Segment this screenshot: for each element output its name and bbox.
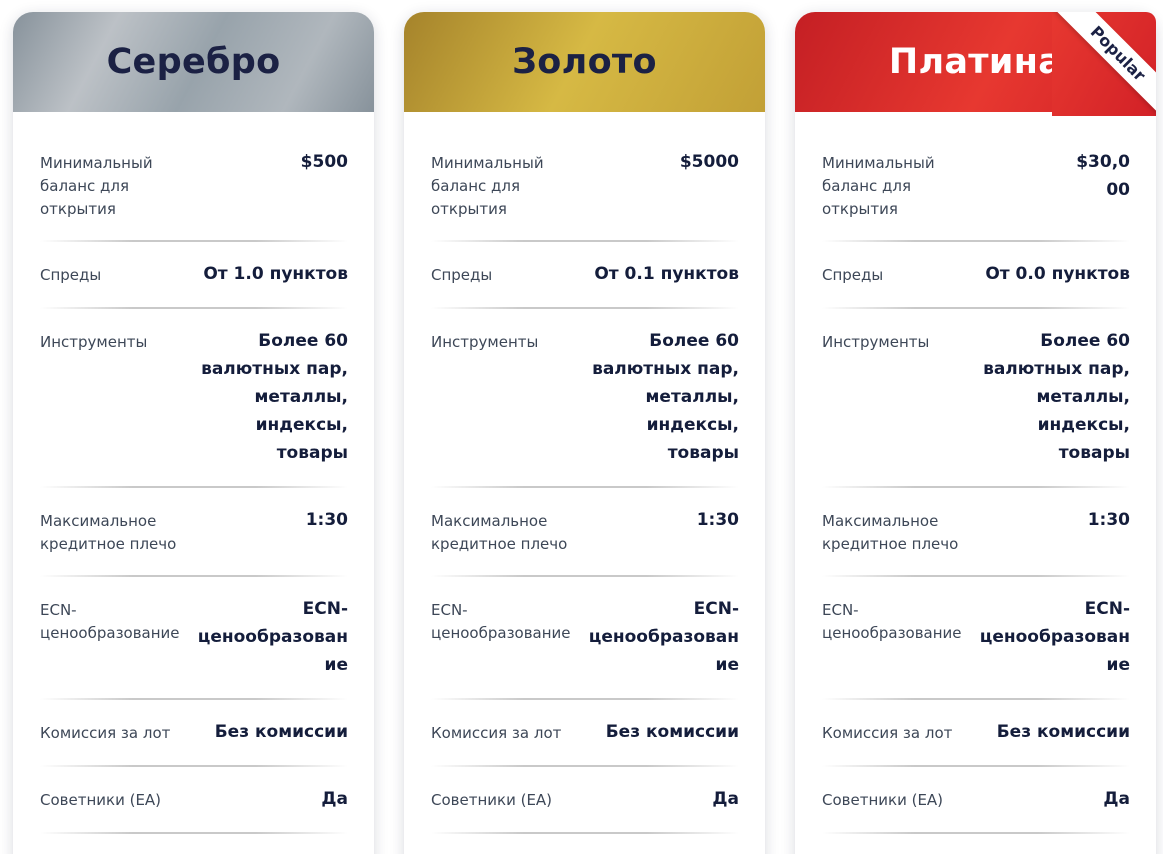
feature-row: Советники (EA) Да	[822, 767, 1130, 832]
feature-value: Без комиссии	[214, 722, 348, 742]
feature-row: Комиссия за лот Без комиссии	[822, 700, 1130, 765]
feature-value: $500	[300, 152, 348, 172]
card-header: Платина Popular	[795, 12, 1156, 116]
feature-label: Минимальный баланс для открытия	[431, 154, 544, 218]
feature-value: Более 60 валютных пар, металлы, индексы,…	[592, 331, 739, 463]
row-divider	[40, 765, 348, 767]
feature-value: ECN-ценообразование	[588, 599, 739, 675]
row-divider	[40, 486, 348, 488]
feature-value: 1:30	[305, 510, 348, 530]
card-body: Минимальный баланс для открытия $500 Спр…	[13, 112, 374, 834]
row-divider	[431, 486, 739, 488]
feature-row: Инструменты Более 60 валютных пар, метал…	[431, 309, 739, 486]
feature-value: 1:30	[1087, 510, 1130, 530]
feature-row: Спреды От 0.1 пунктов	[431, 242, 739, 307]
card-body: Минимальный баланс для открытия $5000 Сп…	[404, 112, 765, 834]
feature-value: $5000	[679, 152, 739, 172]
card-title: Серебро	[106, 42, 281, 82]
feature-label: Минимальный баланс для открытия	[822, 154, 935, 218]
row-divider	[822, 307, 1130, 309]
row-divider	[431, 765, 739, 767]
row-divider	[431, 240, 739, 242]
feature-label: Спреды	[40, 266, 102, 284]
card-title: Золото	[512, 42, 657, 82]
feature-row: Комиссия за лот Без комиссии	[40, 700, 348, 765]
feature-value: Без комиссии	[996, 722, 1130, 742]
card-body: Минимальный баланс для открытия $30,000 …	[795, 112, 1156, 834]
feature-row: Минимальный баланс для открытия $5000	[431, 130, 739, 240]
feature-value: Более 60 валютных пар, металлы, индексы,…	[201, 331, 348, 463]
feature-value: $30,000	[1076, 152, 1130, 200]
feature-label: Советники (EA)	[40, 791, 162, 809]
feature-label: ECN-ценообразование	[40, 601, 180, 642]
pricing-card: Серебро Минимальный баланс для открытия …	[13, 12, 374, 854]
row-divider	[431, 832, 739, 834]
card-header: Золото	[404, 12, 765, 112]
feature-label: Инструменты	[40, 333, 148, 351]
row-divider	[431, 307, 739, 309]
feature-row: Максимальное кредитное плечо 1:30	[822, 488, 1130, 575]
feature-label: Максимальное кредитное плечо	[822, 512, 959, 553]
row-divider	[40, 832, 348, 834]
feature-row: Спреды От 0.0 пунктов	[822, 242, 1130, 307]
feature-row: ECN-ценообразование ECN-ценообразование	[40, 577, 348, 698]
feature-label: Комиссия за лот	[822, 724, 953, 742]
feature-value: Более 60 валютных пар, металлы, индексы,…	[983, 331, 1130, 463]
row-divider	[822, 765, 1130, 767]
feature-row: Минимальный баланс для открытия $500	[40, 130, 348, 240]
card-header: Серебро	[13, 12, 374, 112]
feature-row: ECN-ценообразование ECN-ценообразование	[822, 577, 1130, 698]
feature-value: От 0.0 пунктов	[985, 264, 1130, 284]
pricing-card: Платина Popular Минимальный баланс для о…	[795, 12, 1156, 854]
row-divider	[40, 575, 348, 577]
feature-row: Максимальное кредитное плечо 1:30	[431, 488, 739, 575]
card-title: Платина	[888, 42, 1063, 82]
feature-row: ECN-ценообразование ECN-ценообразование	[431, 577, 739, 698]
feature-row: Советники (EA) Да	[40, 767, 348, 832]
feature-row: Инструменты Более 60 валютных пар, метал…	[822, 309, 1130, 486]
row-divider	[822, 575, 1130, 577]
feature-label: Минимальный баланс для открытия	[40, 154, 153, 218]
feature-label: Максимальное кредитное плечо	[431, 512, 568, 553]
feature-row: Максимальное кредитное плечо 1:30	[40, 488, 348, 575]
feature-label: Инструменты	[822, 333, 930, 351]
feature-value: От 1.0 пунктов	[203, 264, 348, 284]
feature-label: Советники (EA)	[822, 791, 944, 809]
feature-label: Спреды	[431, 266, 493, 284]
feature-value: 1:30	[696, 510, 739, 530]
feature-label: Советники (EA)	[431, 791, 553, 809]
row-divider	[822, 486, 1130, 488]
feature-value: ECN-ценообразование	[979, 599, 1130, 675]
feature-label: Комиссия за лот	[40, 724, 171, 742]
popular-badge-label: Popular	[1052, 12, 1156, 116]
pricing-card: Золото Минимальный баланс для открытия $…	[404, 12, 765, 854]
feature-row: Инструменты Более 60 валютных пар, метал…	[40, 309, 348, 486]
feature-label: Комиссия за лот	[431, 724, 562, 742]
feature-value: Да	[1103, 789, 1130, 809]
feature-row: Минимальный баланс для открытия $30,000	[822, 130, 1130, 240]
feature-value: Да	[321, 789, 348, 809]
feature-label: Максимальное кредитное плечо	[40, 512, 177, 553]
row-divider	[822, 240, 1130, 242]
feature-label: Инструменты	[431, 333, 539, 351]
feature-value: От 0.1 пунктов	[594, 264, 739, 284]
row-divider	[40, 240, 348, 242]
feature-row: Комиссия за лот Без комиссии	[431, 700, 739, 765]
feature-value: ECN-ценообразование	[197, 599, 348, 675]
row-divider	[40, 307, 348, 309]
feature-label: ECN-ценообразование	[822, 601, 962, 642]
feature-row: Советники (EA) Да	[431, 767, 739, 832]
feature-label: Спреды	[822, 266, 884, 284]
feature-row: Спреды От 1.0 пунктов	[40, 242, 348, 307]
row-divider	[822, 832, 1130, 834]
row-divider	[431, 698, 739, 700]
feature-label: ECN-ценообразование	[431, 601, 571, 642]
popular-ribbon: Popular	[1052, 12, 1156, 116]
feature-value: Без комиссии	[605, 722, 739, 742]
feature-value: Да	[712, 789, 739, 809]
row-divider	[822, 698, 1130, 700]
row-divider	[431, 575, 739, 577]
row-divider	[40, 698, 348, 700]
